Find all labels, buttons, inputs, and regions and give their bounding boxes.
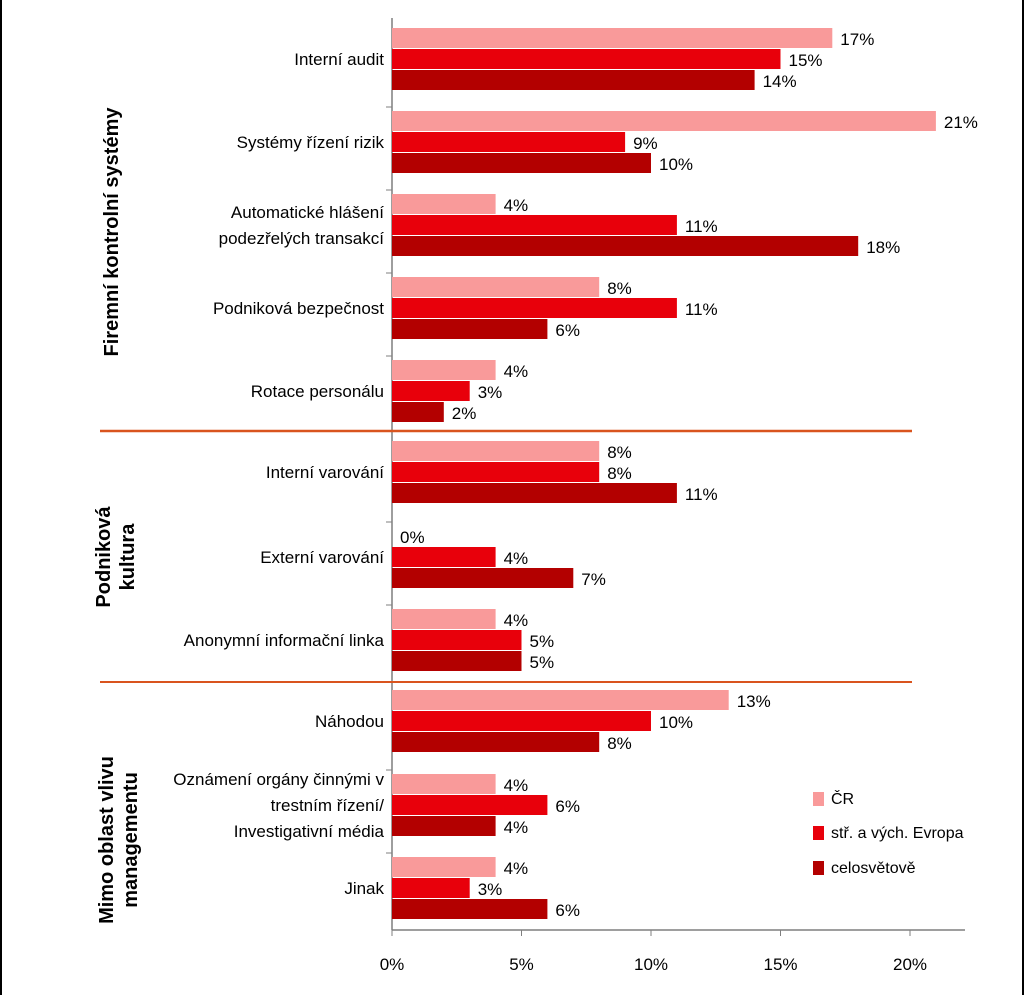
- bar-c10-s1: [392, 878, 470, 898]
- bar-c3-s0: [392, 277, 600, 297]
- x-tick-label-2: 10%: [634, 955, 668, 974]
- value-label-c7-s0: 4%: [504, 611, 529, 630]
- bar-c1-s0: [392, 111, 936, 131]
- bar-c10-s2: [392, 899, 548, 919]
- legend-label-2: celosvětově: [831, 860, 916, 877]
- value-label-c0-s1: 15%: [789, 51, 823, 70]
- bar-c3-s1: [392, 298, 677, 318]
- value-label-c6-s1: 4%: [504, 549, 529, 568]
- frame-left-border: [0, 0, 2, 995]
- bar-c10-s0: [392, 857, 496, 877]
- category-label-8: Náhodou: [315, 712, 384, 731]
- value-label-c1-s2: 10%: [659, 155, 693, 174]
- bar-c1-s2: [392, 153, 651, 173]
- bar-c0-s1: [392, 49, 781, 69]
- group-label-1-line-0: Podniková: [93, 506, 115, 608]
- group-label-2-line-0: Mimo oblast vlivu: [96, 756, 118, 924]
- x-tick-label-0: 0%: [380, 955, 405, 974]
- bar-c5-s2: [392, 483, 677, 503]
- x-tick-label-3: 15%: [763, 955, 797, 974]
- value-label-c8-s2: 8%: [607, 734, 632, 753]
- category-label-4: Rotace personálu: [251, 382, 384, 401]
- bar-c9-s1: [392, 795, 548, 815]
- legend-swatch-0: [813, 792, 824, 806]
- bar-c8-s1: [392, 711, 651, 731]
- value-label-c7-s1: 5%: [530, 632, 555, 651]
- bar-c4-s2: [392, 402, 444, 422]
- category-label-7: Anonymní informační linka: [184, 631, 385, 650]
- value-label-c2-s1: 11%: [685, 217, 718, 236]
- bar-c6-s2: [392, 568, 574, 588]
- value-label-c0-s2: 14%: [763, 72, 797, 91]
- value-label-c5-s2: 11%: [685, 485, 718, 504]
- value-label-c3-s2: 6%: [555, 321, 580, 340]
- legend-swatch-2: [813, 861, 824, 875]
- category-label-1: Systémy řízení rizik: [237, 133, 385, 152]
- value-label-c3-s0: 8%: [607, 279, 632, 298]
- category-label-2-line-1: podezřelých transakcí: [219, 229, 385, 248]
- bar-c8-s0: [392, 690, 729, 710]
- bar-c2-s2: [392, 236, 859, 256]
- category-label-0: Interní audit: [294, 50, 384, 69]
- legend-label-1: stř. a vých. Evropa: [831, 825, 964, 842]
- bar-c7-s0: [392, 609, 496, 629]
- category-label-10: Jinak: [344, 879, 384, 898]
- value-label-c4-s1: 3%: [478, 383, 503, 402]
- x-tick-label-4: 20%: [893, 955, 927, 974]
- value-label-c2-s2: 18%: [866, 238, 900, 257]
- value-label-c6-s2: 7%: [581, 570, 606, 589]
- frame-right-border: [1022, 0, 1024, 995]
- value-label-c10-s2: 6%: [555, 901, 580, 920]
- value-label-c9-s2: 4%: [504, 818, 529, 837]
- value-label-c5-s0: 8%: [607, 443, 632, 462]
- legend-label-0: ČR: [831, 789, 854, 808]
- bar-c5-s1: [392, 462, 600, 482]
- value-label-c10-s0: 4%: [504, 859, 529, 878]
- bar-c7-s2: [392, 651, 522, 671]
- category-label-5: Interní varování: [266, 463, 384, 482]
- category-label-2-line-0: Automatické hlášení: [231, 203, 384, 222]
- value-label-c1-s0: 21%: [944, 113, 978, 132]
- value-label-c8-s1: 10%: [659, 713, 693, 732]
- group-label-0: Firemní kontrolní systémy: [101, 107, 123, 357]
- bar-c0-s0: [392, 28, 833, 48]
- category-label-3: Podniková bezpečnost: [213, 299, 384, 318]
- value-label-c2-s0: 4%: [504, 196, 529, 215]
- value-label-c3-s1: 11%: [685, 300, 718, 319]
- value-label-c7-s2: 5%: [530, 653, 555, 672]
- bar-c1-s1: [392, 132, 626, 152]
- value-label-c4-s2: 2%: [452, 404, 477, 423]
- value-label-c5-s1: 8%: [607, 464, 632, 483]
- bar-c9-s0: [392, 774, 496, 794]
- bar-c4-s0: [392, 360, 496, 380]
- category-label-9-line-2: Investigativní média: [234, 822, 385, 841]
- category-label-9-line-0: Oznámení orgány činnými v: [173, 770, 384, 789]
- value-label-c1-s1: 9%: [633, 134, 658, 153]
- bar-c2-s1: [392, 215, 677, 235]
- value-label-c10-s1: 3%: [478, 880, 503, 899]
- category-label-6: Externí varování: [260, 548, 384, 567]
- bar-c7-s1: [392, 630, 522, 650]
- value-label-c8-s0: 13%: [737, 692, 771, 711]
- value-label-c9-s1: 6%: [555, 797, 580, 816]
- value-label-c4-s0: 4%: [504, 362, 529, 381]
- legend-swatch-1: [813, 826, 824, 840]
- bar-c2-s0: [392, 194, 496, 214]
- group-label-2-line-1: managementu: [120, 772, 142, 908]
- value-label-c6-s0: 0%: [400, 528, 425, 547]
- bar-c4-s1: [392, 381, 470, 401]
- bar-c9-s2: [392, 816, 496, 836]
- x-tick-label-1: 5%: [509, 955, 534, 974]
- bar-c8-s2: [392, 732, 600, 752]
- bar-c6-s1: [392, 547, 496, 567]
- bar-c3-s2: [392, 319, 548, 339]
- category-label-9-line-1: trestním řízení/: [271, 796, 385, 815]
- value-label-c9-s0: 4%: [504, 776, 529, 795]
- bar-c5-s0: [392, 441, 600, 461]
- bar-c0-s2: [392, 70, 755, 90]
- group-label-1-line-1: kultura: [117, 523, 139, 591]
- value-label-c0-s0: 17%: [840, 30, 874, 49]
